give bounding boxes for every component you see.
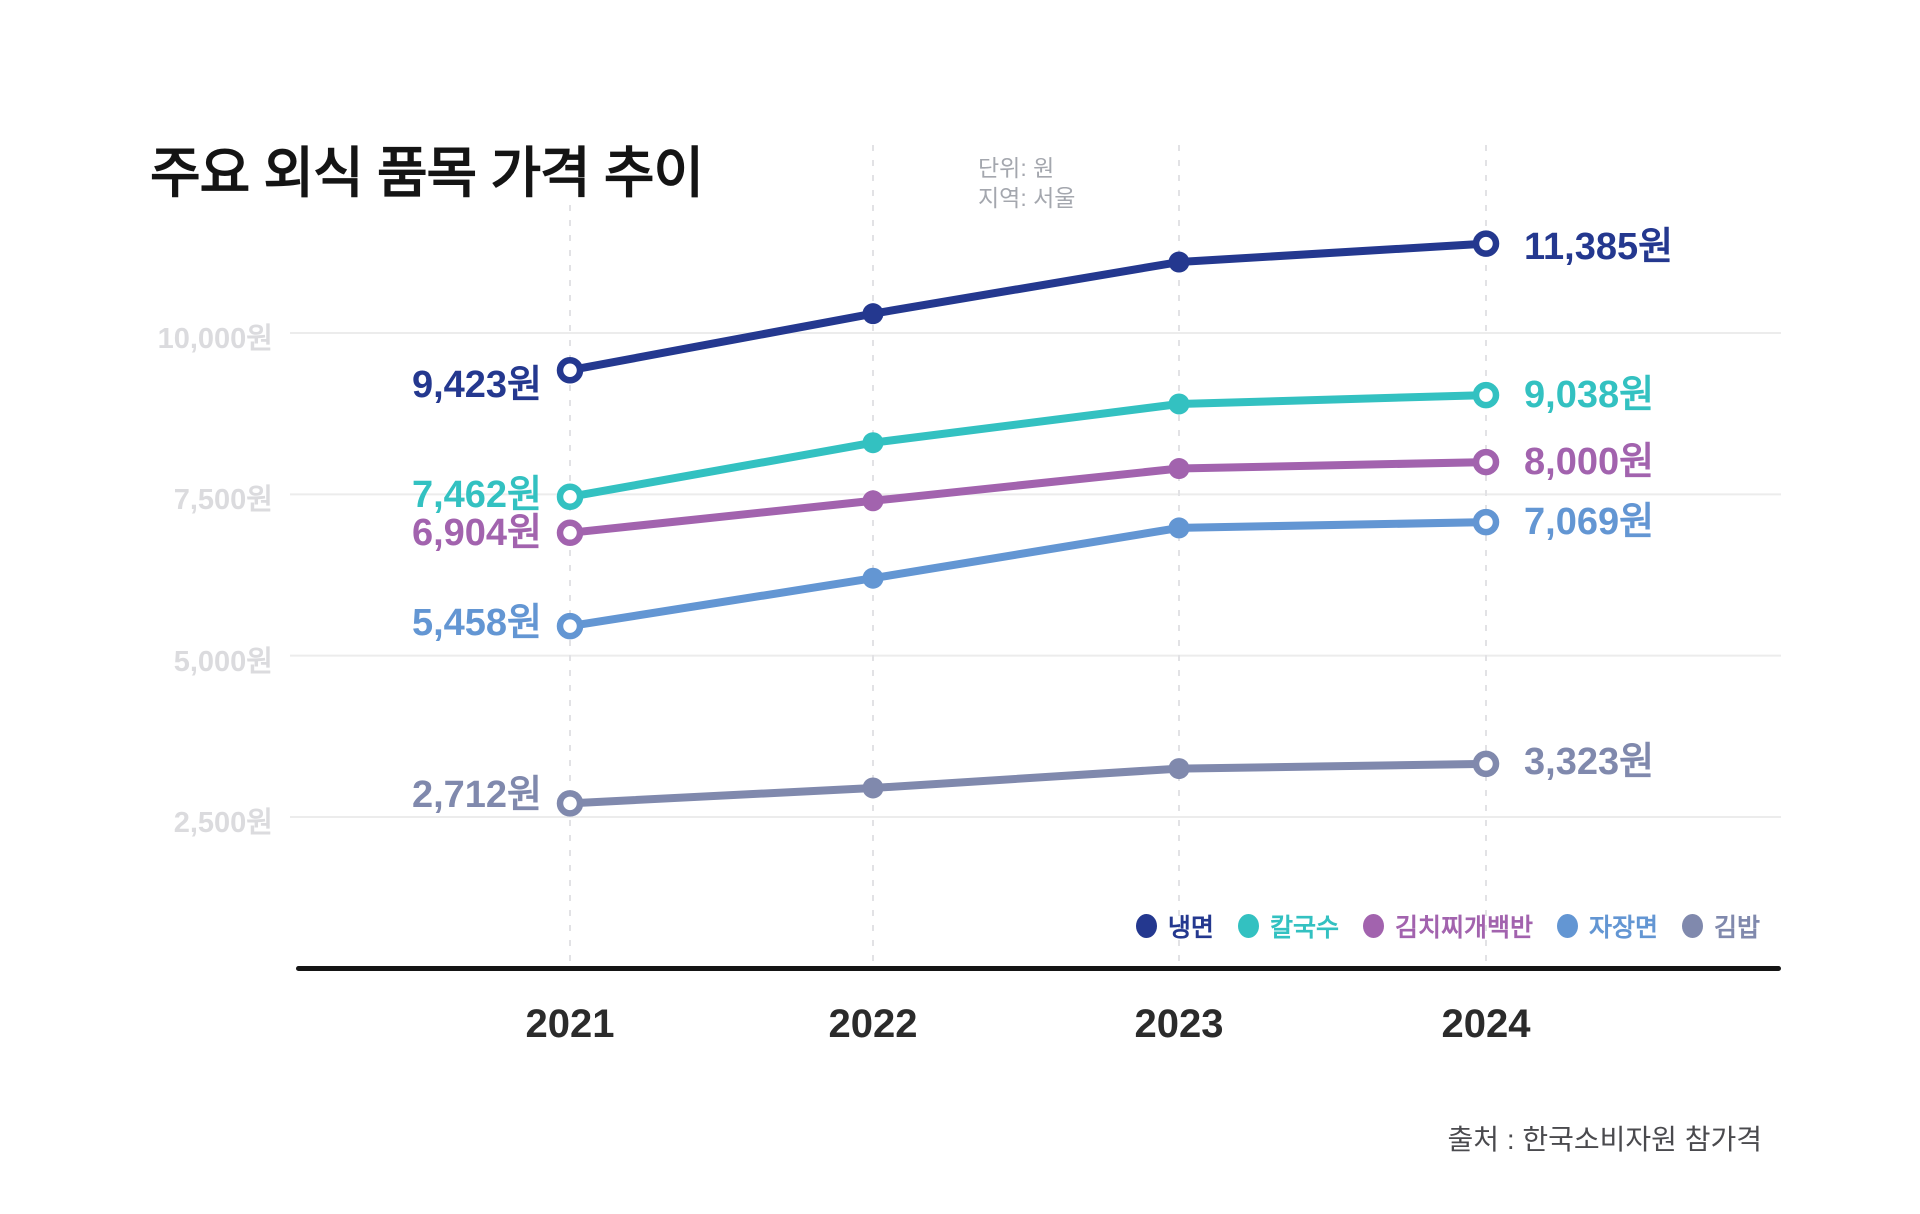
legend: 냉면 칼국수 김치찌개백반 자장면 김밥 — [1135, 908, 1760, 944]
legend-item-kalguksu: 칼국수 — [1237, 908, 1339, 944]
y-tick-label: 7,500원 — [173, 484, 273, 517]
data-point-kalguksu-2023 — [1168, 393, 1190, 415]
source-credit: 출처 : 한국소비자원 참가격 — [1447, 1124, 1762, 1155]
data-point-jajangmyeon-2021 — [556, 612, 584, 640]
x-axis-label-2023: 2023 — [1134, 1002, 1224, 1046]
y-tick-label: 10,000원 — [157, 323, 273, 355]
y-tick-label: 2,500원 — [173, 807, 273, 839]
unit-label: 단위: 원 — [978, 155, 1055, 181]
series-line-jajangmyeon — [566, 518, 1490, 631]
x-axis-label-2024: 2024 — [1441, 1002, 1531, 1046]
data-point-jajangmyeon-2022 — [862, 567, 884, 589]
series-line-kimchi-jjigae-baekban — [566, 458, 1490, 537]
data-point-jajangmyeon-2023 — [1168, 517, 1190, 539]
x-axis-label-2022: 2022 — [828, 1002, 918, 1046]
chart-title: 주요 외식 품목 가격 추이 — [150, 142, 704, 204]
data-point-kalguksu-2024 — [1472, 381, 1500, 409]
x-axis-line — [296, 966, 1781, 971]
start-value-label-jajangmyeon: 5,458원 — [411, 602, 542, 645]
end-value-label-kimchi-jjigae-baekban: 8,000원 — [1524, 441, 1655, 484]
legend-dot-kimchi-jjigae-baekban — [1362, 914, 1384, 938]
data-point-naengmyeon-2022 — [862, 303, 884, 325]
data-point-gimbap-2022 — [862, 777, 884, 799]
data-point-kimchi-jjigae-baekban-2022 — [862, 490, 884, 512]
data-point-gimbap-2024 — [1472, 750, 1500, 778]
data-point-kalguksu-2021 — [556, 483, 584, 511]
legend-label-gimbap: 김밥 — [1713, 914, 1760, 942]
end-value-label-gimbap: 3,323원 — [1524, 740, 1655, 783]
data-point-naengmyeon-2023 — [1168, 251, 1190, 273]
series-line-gimbap — [566, 759, 1490, 808]
data-point-naengmyeon-2021 — [556, 356, 584, 384]
data-point-naengmyeon-2024 — [1472, 230, 1500, 257]
data-point-jajangmyeon-2024 — [1472, 508, 1500, 536]
end-value-label-kalguksu: 9,038원 — [1524, 374, 1655, 417]
data-point-kimchi-jjigae-baekban-2023 — [1168, 458, 1190, 480]
legend-item-gimbap: 김밥 — [1681, 908, 1760, 944]
legend-item-kimchi-jjigae-baekban: 김치찌개백반 — [1362, 908, 1533, 944]
legend-dot-naengmyeon — [1135, 914, 1157, 938]
data-point-gimbap-2023 — [1168, 758, 1190, 780]
chart-subtitle: 단위: 원 지역: 서울 — [978, 153, 1075, 213]
start-value-label-gimbap: 2,712원 — [411, 774, 542, 817]
region-label: 지역: 서울 — [978, 185, 1076, 211]
y-tick-label: 5,000원 — [173, 645, 273, 678]
legend-dot-kalguksu — [1237, 914, 1259, 938]
start-value-label-naengmyeon: 9,423원 — [411, 364, 542, 407]
data-point-kalguksu-2022 — [862, 432, 884, 454]
start-value-label-kalguksu: 7,462원 — [411, 473, 542, 516]
legend-item-jajangmyeon: 자장면 — [1556, 908, 1658, 944]
data-point-kimchi-jjigae-baekban-2024 — [1472, 448, 1500, 476]
series-line-kalguksu — [566, 391, 1490, 501]
legend-item-naengmyeon: 냉면 — [1135, 908, 1214, 944]
data-point-gimbap-2021 — [556, 790, 584, 817]
legend-label-kimchi-jjigae-baekban: 김치찌개백반 — [1394, 914, 1533, 942]
start-value-label-kimchi-jjigae-baekban: 6,904원 — [411, 511, 542, 554]
x-axis-label-2021: 2021 — [525, 1002, 615, 1046]
legend-label-naengmyeon: 냉면 — [1167, 914, 1214, 942]
end-value-label-naengmyeon: 11,385원 — [1524, 225, 1674, 268]
legend-dot-jajangmyeon — [1556, 914, 1578, 938]
series-line-naengmyeon — [566, 239, 1490, 375]
end-value-label-jajangmyeon: 7,069원 — [1524, 501, 1655, 544]
data-point-kimchi-jjigae-baekban-2021 — [556, 519, 584, 547]
legend-dot-gimbap — [1681, 914, 1703, 938]
legend-label-kalguksu: 칼국수 — [1269, 914, 1339, 942]
legend-label-jajangmyeon: 자장면 — [1588, 914, 1658, 942]
